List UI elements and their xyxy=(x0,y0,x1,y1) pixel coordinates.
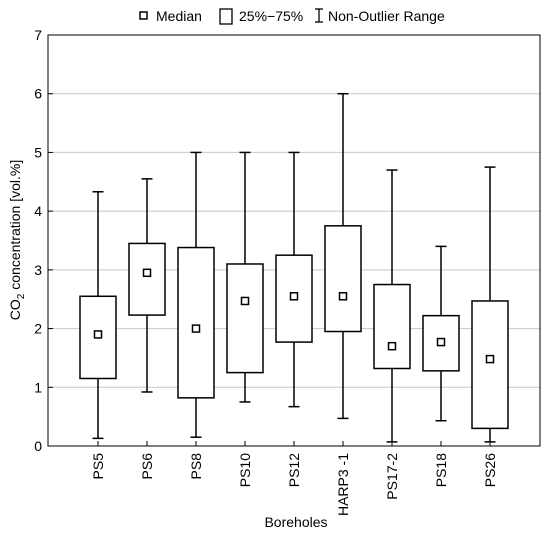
y-tick-label: 3 xyxy=(34,262,42,278)
y-tick-label: 6 xyxy=(34,86,42,102)
box-group xyxy=(177,151,215,438)
median-marker xyxy=(338,292,348,301)
boxes xyxy=(79,92,509,443)
y-axis: 0 1 2 3 4 5 6 7 xyxy=(34,27,53,454)
median-marker xyxy=(436,337,446,347)
box-group xyxy=(422,245,460,422)
y-axis-title-suffix: concentration [vol.%] xyxy=(7,160,23,294)
box-group xyxy=(324,92,362,420)
category-label: PS18 xyxy=(433,453,449,487)
box-group xyxy=(275,151,313,408)
y-tick-label: 2 xyxy=(34,321,42,337)
legend-median-label: Median xyxy=(156,8,202,24)
legend: Median 25%−75% Non-Outlier Range xyxy=(139,8,445,25)
box-group xyxy=(373,169,411,443)
median-marker xyxy=(485,354,495,364)
category-label: PS8 xyxy=(188,453,204,480)
iqr-box xyxy=(226,263,264,374)
median-marker xyxy=(289,292,299,301)
iqr-box xyxy=(373,283,411,370)
y-tick-label: 7 xyxy=(34,27,42,43)
category-label: HARP3 -1 xyxy=(335,453,351,516)
y-axis-title: CO2 concentration [vol.%] xyxy=(7,160,27,320)
y-tick-label: 4 xyxy=(34,203,42,219)
category-label: PS6 xyxy=(139,453,155,480)
box-group xyxy=(226,151,264,403)
median-marker xyxy=(240,296,250,306)
legend-median-marker xyxy=(139,11,148,20)
box-group xyxy=(79,191,117,440)
iqr-box xyxy=(324,225,362,333)
box-group xyxy=(471,166,509,443)
iqr-box xyxy=(128,242,166,316)
category-label: PS12 xyxy=(286,453,302,487)
legend-box-label: 25%−75% xyxy=(239,8,303,24)
legend-box-marker xyxy=(219,8,233,25)
median-marker xyxy=(142,268,152,278)
category-label: PS10 xyxy=(237,453,253,487)
legend-whisker-marker xyxy=(315,8,323,23)
y-tick-label: 5 xyxy=(34,144,42,160)
median-marker xyxy=(93,330,103,339)
category-label: PS26 xyxy=(482,453,498,487)
x-axis-title: Boreholes xyxy=(264,514,327,530)
median-marker xyxy=(191,324,201,333)
iqr-box xyxy=(177,246,215,399)
category-label: PS5 xyxy=(90,453,106,480)
iqr-box xyxy=(471,300,509,430)
x-axis: PS5 PS6 PS8 PS10 PS12 HARP3 -1 PS17-2 PS18 PS26 xyxy=(90,441,498,516)
median-marker xyxy=(387,341,397,351)
y-tick-label: 0 xyxy=(34,438,42,454)
y-tick-label: 1 xyxy=(34,379,42,395)
legend-whisker-label: Non-Outlier Range xyxy=(328,8,445,24)
y-axis-title-subscript: 2 xyxy=(16,293,27,299)
category-label: PS17-2 xyxy=(384,453,400,500)
box-group xyxy=(128,178,166,393)
